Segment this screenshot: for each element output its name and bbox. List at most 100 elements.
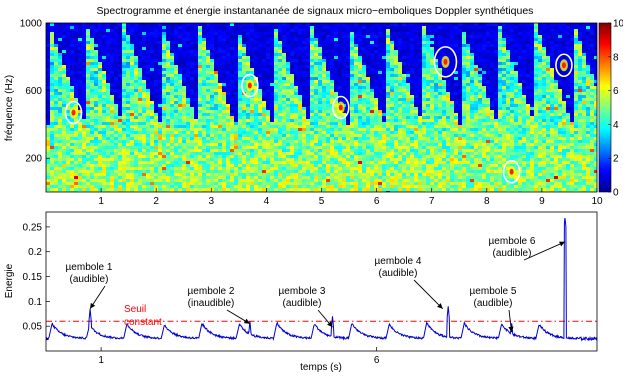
spectrogram-cell: [302, 32, 306, 35]
spectrogram-cell: [498, 122, 502, 125]
spectrogram-cell: [154, 35, 158, 38]
spectrogram-cell: [534, 62, 538, 65]
spectrogram-cell: [442, 68, 446, 71]
spectrogram-cell: [318, 74, 322, 77]
spectrogram-cell: [186, 44, 190, 47]
spectrogram-cell: [278, 122, 282, 125]
spectrogram-cell: [46, 44, 50, 47]
spectrogram-cell: [282, 65, 286, 68]
spectrogram-cell: [254, 74, 258, 77]
spectrogram-cell: [66, 41, 70, 44]
spectrogram-cell: [342, 98, 346, 101]
spectrogram-cell: [194, 125, 198, 128]
spectrogram-cell: [466, 107, 470, 110]
spectrogram-cell: [270, 89, 274, 92]
spectrogram-cell: [258, 86, 262, 89]
spectrogram-cell: [150, 119, 154, 122]
spectrogram-cell: [390, 62, 394, 65]
spectrogram-cell: [278, 68, 282, 71]
spectrogram-cell: [226, 86, 230, 89]
spectrogram-cell: [418, 113, 422, 116]
spectrogram-cell: [318, 29, 322, 32]
spectrogram-cell: [118, 104, 122, 107]
spectrogram-cell: [586, 68, 590, 71]
spectrogram-cell: [514, 53, 518, 56]
spectrogram-cell: [322, 110, 326, 113]
spectrogram-cell: [594, 26, 597, 29]
spectrogram-cell: [58, 41, 62, 44]
spectrogram-cell: [406, 101, 410, 104]
spectrogram-cell: [218, 119, 222, 122]
spectrogram-cell: [54, 23, 58, 26]
spectrogram-cell: [166, 38, 170, 41]
spectrogram-cell: [342, 83, 346, 86]
spectrogram-cell: [278, 74, 282, 77]
spectrogram-cell: [494, 92, 498, 95]
spectrogram-cell: [314, 125, 318, 128]
spectrogram-cell: [114, 131, 118, 134]
spectrogram-cell: [326, 41, 330, 44]
spectrogram-cell: [118, 47, 122, 50]
spectrogram-cell: [422, 23, 426, 26]
spectrogram-cell: [294, 71, 298, 74]
spectrogram-cell: [182, 59, 186, 62]
spectrogram-cell: [110, 32, 114, 35]
spectrogram-cell: [62, 89, 66, 92]
spectrogram-cell: [222, 104, 226, 107]
spectrogram-cell: [582, 50, 586, 53]
spectrogram-cell: [418, 110, 422, 113]
spectrogram-cell: [294, 125, 298, 128]
spectrogram-cell: [274, 65, 278, 68]
spectrogram-cell: [458, 38, 462, 41]
spectrogram-cell: [138, 95, 142, 98]
spectrogram-cell: [438, 83, 442, 86]
spectrogram-cell: [98, 122, 102, 125]
spectrogram-cell: [74, 98, 78, 101]
spectrogram-cell: [110, 113, 114, 116]
spectrogram-cell: [378, 71, 382, 74]
spectrogram-cell: [218, 53, 222, 56]
spectrogram-cell: [390, 35, 394, 38]
spectrogram-cell: [458, 77, 462, 80]
spectrogram-cell: [518, 104, 522, 107]
spectrogram-cell: [234, 83, 238, 86]
spectrogram-cell: [98, 44, 102, 47]
spectrogram-cell: [86, 53, 90, 56]
spectrogram-cell: [94, 65, 98, 68]
spectrogram-cell: [314, 68, 318, 71]
spectrogram-cell: [218, 74, 222, 77]
spectrogram-cell: [486, 80, 490, 83]
spectrogram-cell: [46, 50, 50, 53]
spectrogram-cell: [302, 98, 306, 101]
spectrogram-cell: [446, 80, 450, 83]
spectrogram-cell: [458, 122, 462, 125]
spectrogram-cell: [538, 62, 542, 65]
spectrogram-cell: [426, 77, 430, 80]
spectrogram-cell: [374, 104, 378, 107]
spectrogram-cell: [266, 50, 270, 53]
spectrogram-cell: [130, 68, 134, 71]
spectrogram-cell: [198, 116, 202, 119]
spectrogram-cell: [566, 38, 570, 41]
spectrogram-cell: [446, 68, 450, 71]
spectrogram-cell: [74, 68, 78, 71]
spectrogram-cell: [314, 32, 318, 35]
spectrogram-cell: [338, 77, 342, 80]
spectrogram-cell: [242, 59, 246, 62]
spectrogram-cell: [174, 101, 178, 104]
spectrogram-cell: [542, 44, 546, 47]
spectrogram-cell: [454, 89, 458, 92]
spectrogram-cell: [286, 95, 290, 98]
spectrogram-cell: [146, 104, 150, 107]
spectrogram-cell: [518, 41, 522, 44]
spectrogram-cell: [402, 68, 406, 71]
spectrogram-cell: [82, 71, 86, 74]
spectrogram-cell: [202, 92, 206, 95]
spectrogram-cell: [198, 80, 202, 83]
spectrogram-cell: [306, 35, 310, 38]
spectrogram-cell: [470, 89, 474, 92]
spectrogram-cell: [442, 77, 446, 80]
spectrogram-cell: [590, 86, 594, 89]
spectrogram-cell: [210, 113, 214, 116]
spectrogram-cell: [474, 65, 478, 68]
